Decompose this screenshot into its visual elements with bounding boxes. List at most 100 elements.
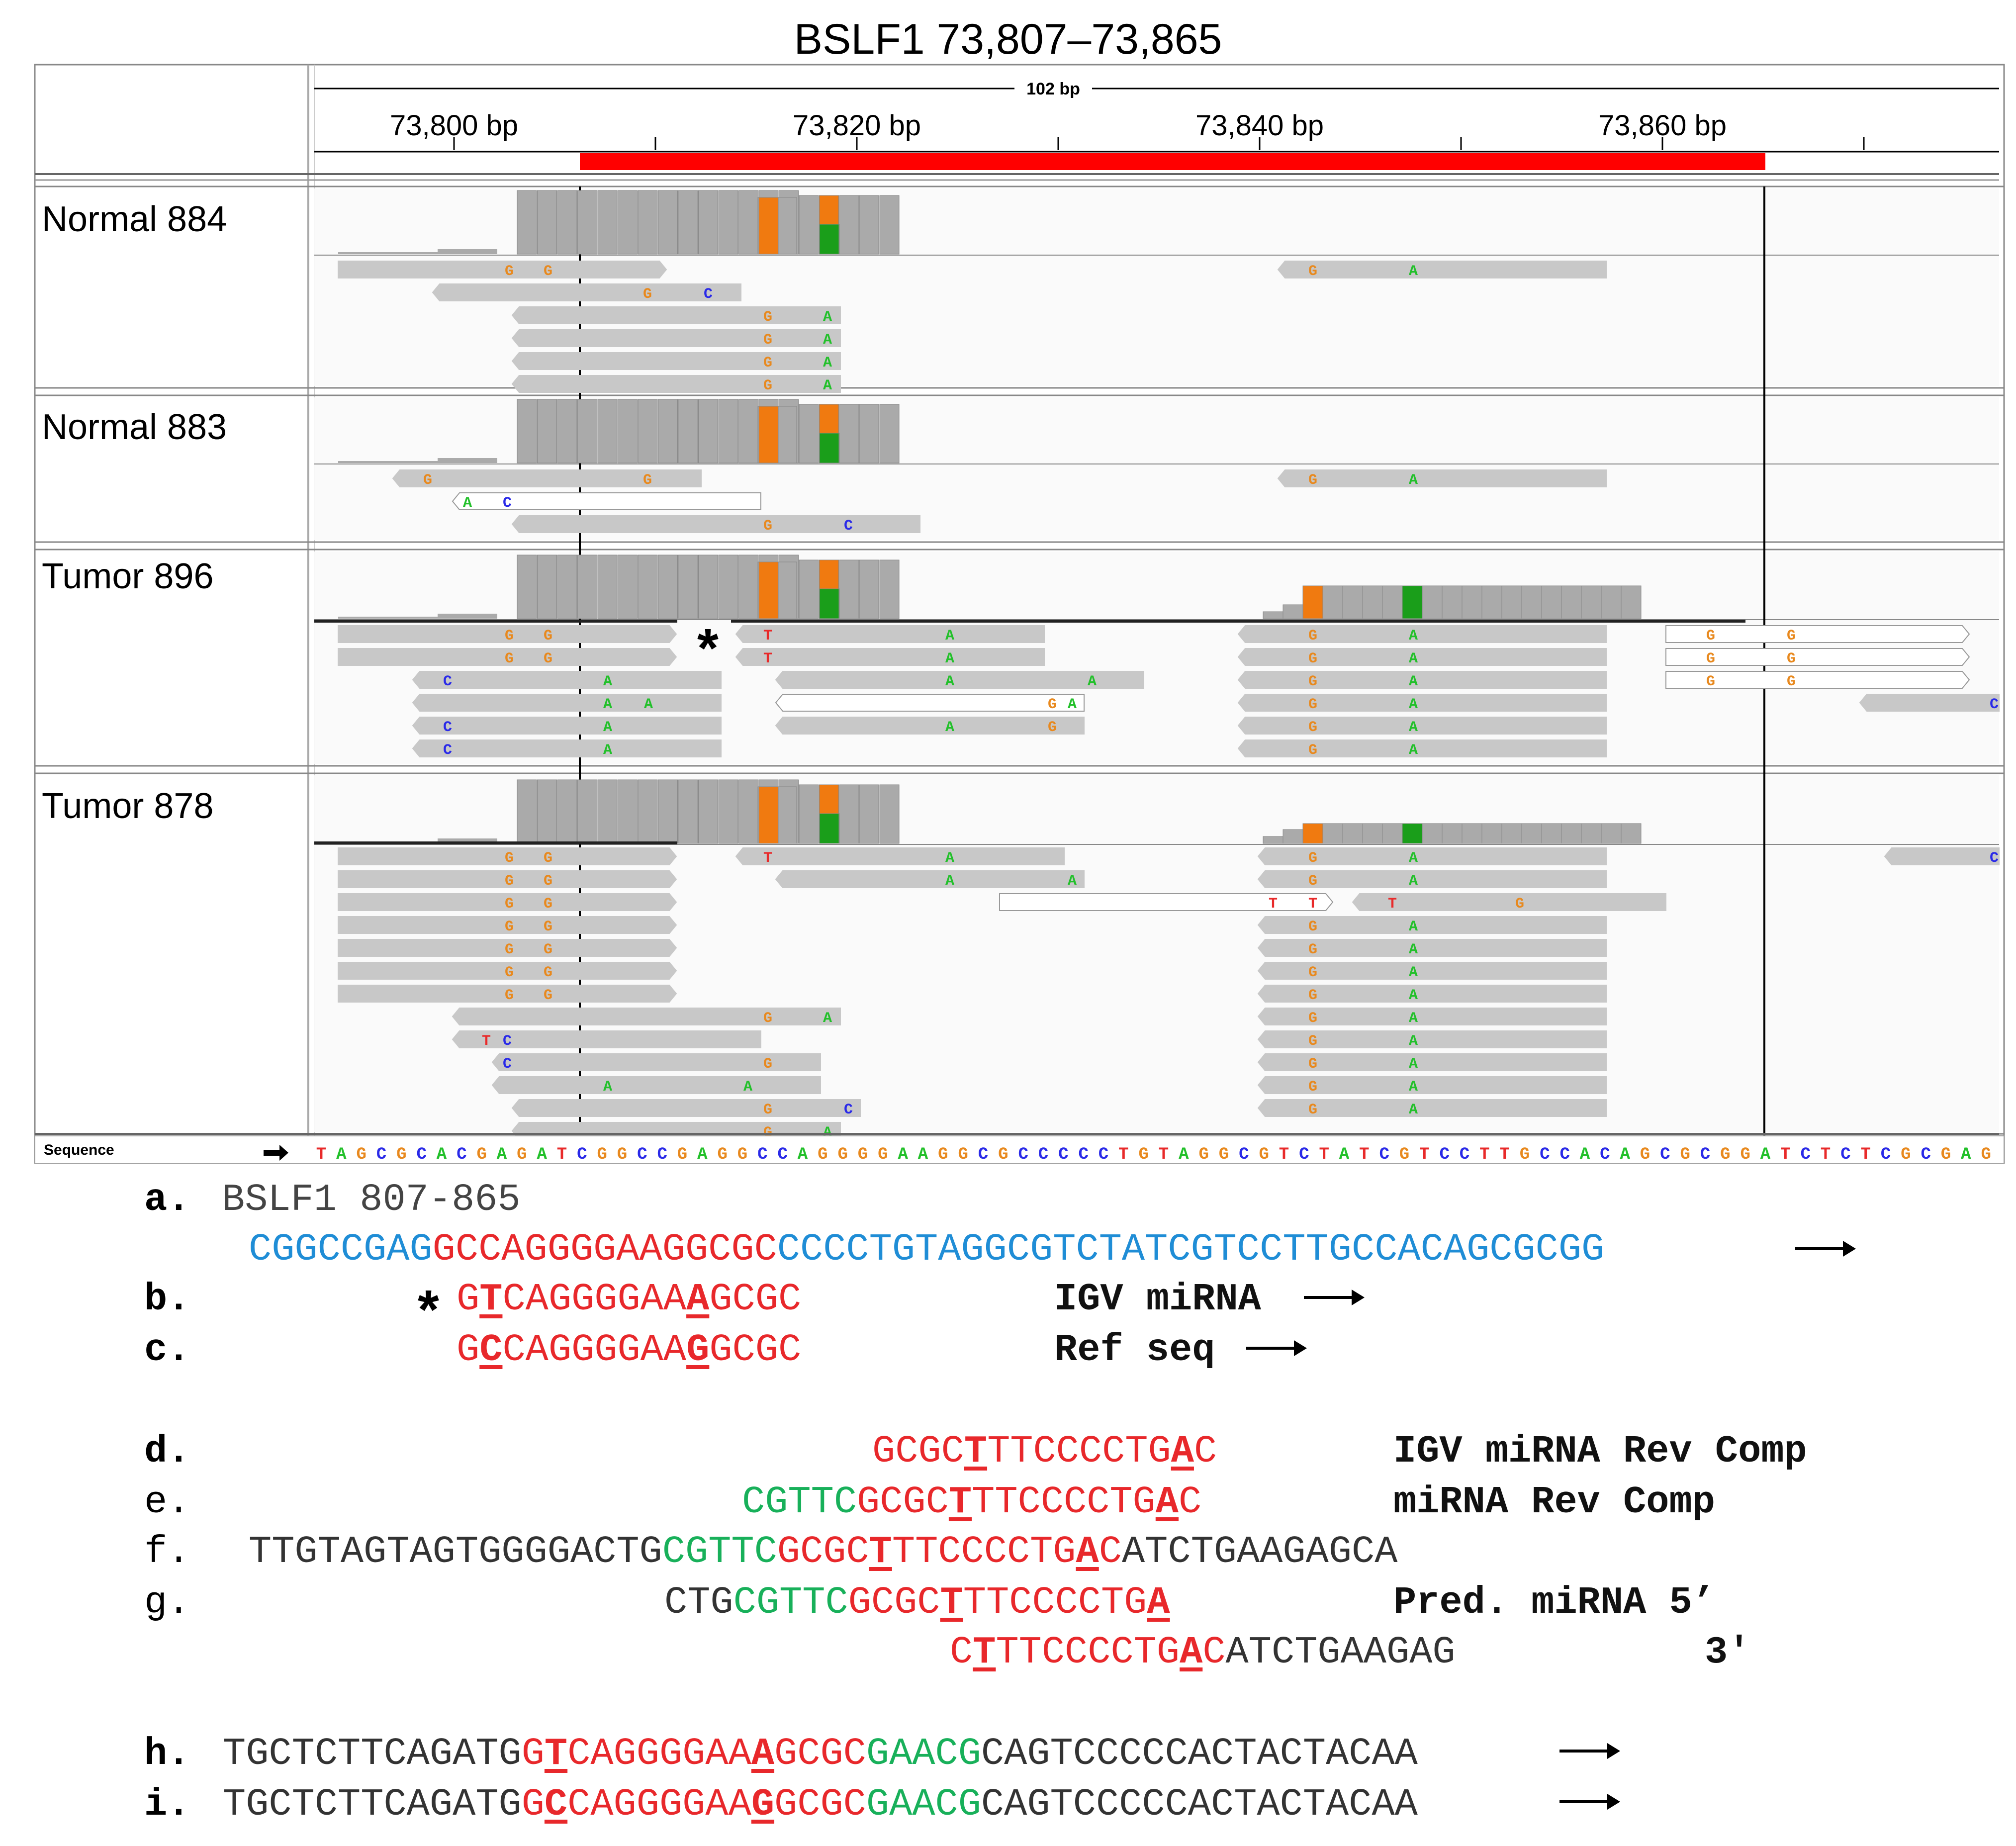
alignment-read [1257,962,1607,980]
track-label-tumor-878[interactable]: Tumor 878 [42,786,214,826]
seq-segment: C [1202,1631,1226,1674]
alignment-read [338,939,677,957]
reference-base: G [1259,1145,1269,1164]
coverage-bar [638,779,658,844]
coverage-bar [1382,823,1403,844]
reference-base: C [1018,1145,1028,1164]
mismatch-base: A [945,873,954,890]
mismatch-base: G [544,263,552,280]
coverage-bar [1481,823,1502,844]
alignment-read [1257,1076,1607,1094]
track-border [34,394,2005,543]
mismatch-base: G [643,286,652,303]
coverage-bar [839,195,859,255]
row-tag-g: g. [144,1581,190,1625]
asterisk-marker-b: * [418,1279,439,1340]
coverage-bar [758,406,779,463]
mismatch-base: G [1308,263,1317,280]
coverage-bar [859,784,879,844]
mismatch-base: A [823,309,832,326]
reference-base: G [737,1145,747,1164]
alignment-read [1277,261,1607,278]
reference-base: T [1821,1145,1831,1164]
coverage-bar [777,561,797,619]
reference-base: G [938,1145,948,1164]
ruler-span-bg [1014,80,1092,97]
sequence-track-label: Sequence [44,1142,114,1158]
alignment-read [1257,847,1607,865]
seq-segment: TTCCCCTG [987,1430,1171,1474]
coverage-bar [618,779,638,844]
mismatch-base: T [1308,896,1317,913]
seq-segment: G [686,1329,710,1372]
coverage-bar [1283,829,1303,844]
alignment-read [775,717,1085,735]
coverage-bar [1263,611,1283,619]
mismatch-base: G [544,896,552,913]
mismatch-base: G [505,964,514,981]
coverage-bar [859,559,879,619]
coverage-bar [819,813,839,844]
arrow-right-icon [1559,1794,1620,1810]
row-tag-f: f. [144,1531,190,1574]
reference-base: A [497,1145,507,1164]
track-label-normal-883[interactable]: Normal 883 [42,407,227,447]
mismatch-base: C [704,286,713,303]
mismatch-base: G [1308,964,1317,981]
alignment-read [432,283,741,301]
reference-base: C [1239,1145,1249,1164]
alignment-read [1352,893,1666,911]
coverage-bar [618,399,638,463]
row-e-sequence: CGTTCGCGCTTTCCCCTGAC [742,1481,1201,1531]
mismatch-base: G [544,873,552,890]
seq-segment: ATCTGAAGAGCA [1121,1531,1398,1574]
reference-base: G [1399,1145,1409,1164]
coverage-bar [738,554,758,619]
coverage-bar [1283,604,1303,619]
reference-base: G [958,1145,968,1164]
track-label-tumor-896[interactable]: Tumor 896 [42,556,214,596]
mismatch-base: A [1088,673,1097,690]
alignment-read [491,1053,821,1071]
row-d-sequence: GCGCTTTCCCCTGAC [872,1430,1217,1480]
alignment-read [511,329,841,347]
mismatch-base: C [443,673,452,690]
seq-segment: GCGC [774,1783,866,1827]
row-i-sequence: TGCTCTTCAGATGGCCAGGGGAAGGCGCGAACGCAGTCCC… [223,1783,1418,1833]
coverage-bar [557,190,577,255]
alignment-read [511,515,920,533]
seq-segment: TTCCCCTG [892,1531,1076,1574]
ruler-tick-label: 73,840 bp [1195,109,1324,142]
mismatch-base: G [1308,987,1317,1004]
reference-base: G [396,1145,406,1164]
reference-base: C [416,1145,426,1164]
coverage-bar [1481,585,1502,619]
coverage-bar [537,779,557,844]
mismatch-base: G [505,650,514,667]
region-of-interest-bar [580,153,1765,170]
reference-base: C [1299,1145,1309,1164]
alignment-read [338,847,677,865]
coverage-bar [678,554,698,619]
seq-segment: GCGC [709,1278,802,1321]
seq-segment: A [686,1278,710,1321]
coverage-bar [1561,585,1582,619]
seq-segment: CAGTCCCCCACTACTACAA [981,1733,1418,1776]
mismatch-base: A [1409,941,1418,958]
alignment-read [1257,870,1607,888]
mismatch-base: A [1409,1033,1418,1050]
mismatch-base: G [544,650,552,667]
reference-base: A [1179,1145,1189,1164]
mismatch-base: A [945,850,954,867]
coverage-bar [1263,836,1283,844]
mismatch-base: G [763,377,772,394]
reference-base: G [1198,1145,1208,1164]
mismatch-base: C [503,1033,512,1050]
mismatch-base: G [423,472,432,489]
track-label-normal-884[interactable]: Normal 884 [42,199,227,239]
reference-base: A [918,1145,928,1164]
mismatch-base: G [1308,1102,1317,1118]
seq-segment: TTCCCCTG [996,1631,1180,1674]
reference-base: C [1078,1145,1088,1164]
mismatch-base: C [1990,696,1999,713]
